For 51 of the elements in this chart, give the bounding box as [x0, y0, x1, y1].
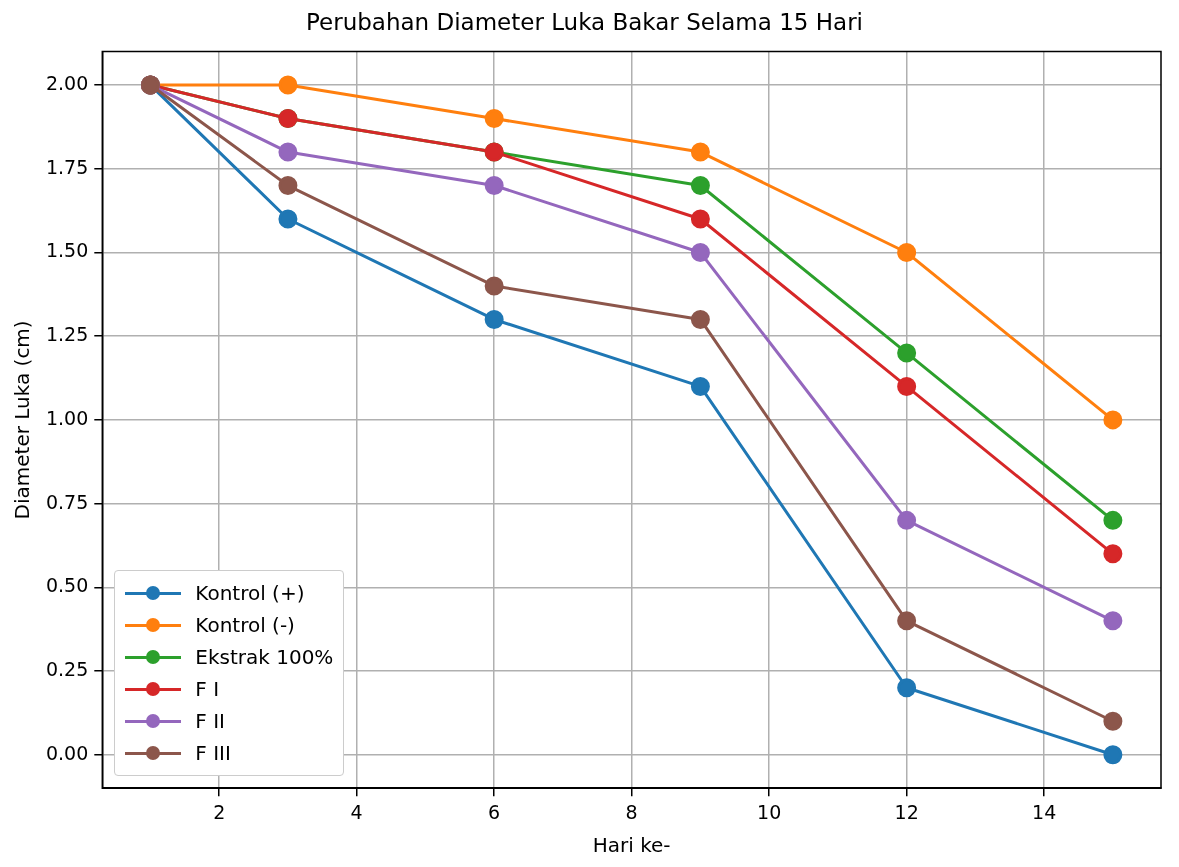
point — [690, 242, 710, 262]
y-axis-title: Diameter Luka (cm) — [10, 320, 35, 520]
chart-title: Perubahan Diameter Luka Bakar Selama 15 Hari — [306, 8, 863, 35]
point — [1103, 745, 1123, 765]
legend-label: Ekstrak 100% — [195, 645, 334, 670]
point — [690, 209, 710, 229]
legend-label: Kontrol (-) — [195, 613, 295, 638]
point — [897, 343, 917, 363]
point — [1103, 611, 1123, 631]
legend-label: F II — [195, 709, 225, 734]
y-tick-label: 0.75 — [45, 490, 89, 513]
y-tick-label: 0.00 — [45, 741, 89, 764]
point — [278, 176, 298, 196]
y-tick-label: 1.50 — [45, 239, 89, 262]
y-tick-label: 0.50 — [45, 574, 89, 597]
legend-label: Kontrol (+) — [195, 581, 305, 606]
y-tick-label: 1.00 — [45, 406, 89, 429]
x-tick-label: 14 — [1032, 800, 1057, 823]
point — [690, 176, 710, 196]
y-tick-label: 1.25 — [45, 323, 89, 346]
point — [1103, 510, 1123, 530]
point — [897, 510, 917, 530]
y-tick-label: 0.25 — [45, 657, 89, 680]
point — [897, 611, 917, 631]
x-axis-title: Hari ke- — [592, 833, 671, 858]
legend-label: F I — [195, 677, 220, 702]
point — [484, 109, 504, 129]
x-tick-label: 6 — [488, 800, 501, 823]
point — [278, 75, 298, 95]
x-tick-label: 8 — [625, 800, 638, 823]
y-tick-label: 2.00 — [45, 72, 89, 95]
point — [1103, 410, 1123, 430]
point — [278, 209, 298, 229]
point — [690, 309, 710, 329]
point — [278, 142, 298, 162]
point — [484, 309, 504, 329]
x-tick-label: 10 — [757, 800, 782, 823]
point — [690, 376, 710, 396]
point — [897, 376, 917, 396]
x-tick-label: 4 — [350, 800, 363, 823]
y-tick-label: 1.75 — [45, 155, 89, 178]
x-tick-label: 2 — [213, 800, 226, 823]
point — [1103, 711, 1123, 731]
point — [690, 142, 710, 162]
point — [1103, 544, 1123, 564]
point — [897, 242, 917, 262]
legend-label: F III — [195, 741, 231, 766]
point — [484, 276, 504, 296]
x-tick-label: 12 — [894, 800, 919, 823]
point — [484, 176, 504, 196]
point — [897, 678, 917, 698]
